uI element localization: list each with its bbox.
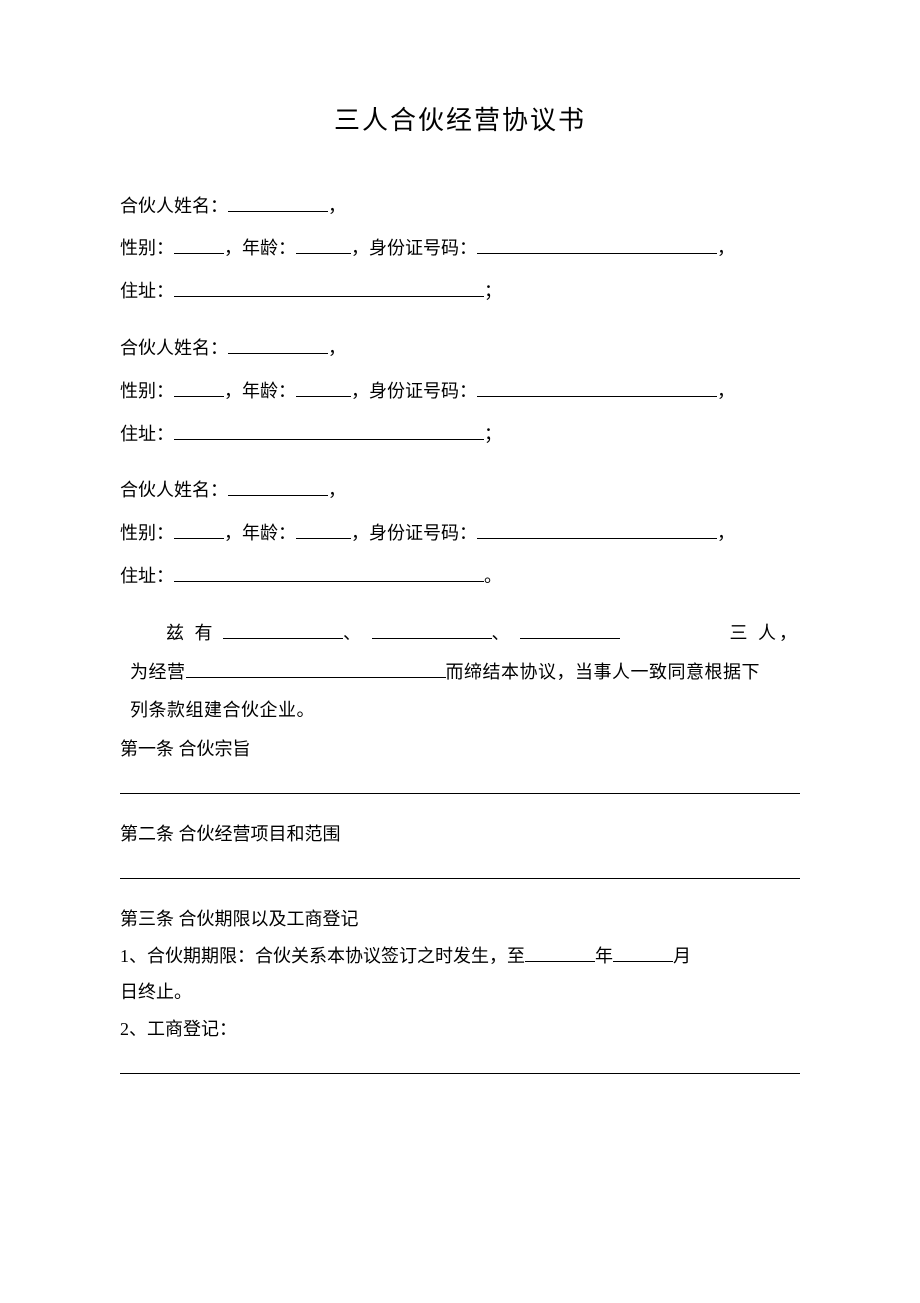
label-age: 年龄：: [242, 381, 296, 401]
partner1-detail-line: 性别：，年龄：，身份证号码：，: [120, 234, 800, 263]
label-name: 合伙人姓名：: [120, 480, 228, 500]
article-3-item-1-line-2: 日终止。: [120, 978, 800, 1007]
partner2-detail-line: 性别：，年龄：，身份证号码：，: [120, 377, 800, 406]
label-id: 身份证号码：: [369, 238, 477, 258]
label-address: 住址：: [120, 424, 174, 444]
intro-line2-suffix: 而缔结本协议，当事人一致同意根据下: [446, 662, 761, 682]
intro-prefix: 兹 有: [166, 619, 216, 648]
comma: ，: [717, 523, 735, 543]
blank-address-2: [174, 420, 484, 440]
article3-item1-prefix: 1、合伙期期限：合伙关系本协议签订之时发生，至: [120, 946, 525, 966]
blank-age-3: [296, 519, 351, 539]
partner3-detail-line: 性别：，年龄：，身份证号码：，: [120, 519, 800, 548]
blank-id-2: [477, 377, 717, 397]
intro-line-1: 兹 有 、 、 三 人，: [130, 619, 800, 648]
blank-person-3: [520, 619, 620, 639]
article-3-item-2: 2、工商登记：: [120, 1015, 800, 1044]
semicolon: ；: [484, 424, 502, 444]
comma: ，: [717, 238, 735, 258]
comma: ，: [328, 338, 346, 358]
dun: 、: [492, 619, 513, 648]
comma: ，: [224, 238, 242, 258]
comma: ，: [224, 523, 242, 543]
comma: ，: [351, 381, 369, 401]
intro-line3-text: 列条款组建合伙企业。: [130, 700, 315, 720]
comma: ，: [328, 480, 346, 500]
year-label: 年: [595, 946, 613, 966]
intro-line-3: 列条款组建合伙企业。: [130, 696, 800, 725]
label-address: 住址：: [120, 281, 174, 301]
label-gender: 性别：: [120, 381, 174, 401]
blank-gender-1: [174, 234, 224, 254]
partner1-name-line: 合伙人姓名： ，: [120, 192, 800, 221]
blank-address-1: [174, 277, 484, 297]
label-age: 年龄：: [242, 523, 296, 543]
document-title: 三人合伙经营协议书: [120, 100, 800, 142]
label-id: 身份证号码：: [369, 381, 477, 401]
article-1-heading: 第一条 合伙宗旨: [120, 735, 800, 764]
month-label: 月: [673, 946, 691, 966]
intro-paragraph: 兹 有 、 、 三 人， 为经营 而缔结本协议，当事人一致同意根据下 列条款组建合…: [120, 619, 800, 725]
blank-person-2: [372, 619, 492, 639]
blank-gender-2: [174, 377, 224, 397]
blank-id-3: [477, 519, 717, 539]
article-3-item-1-line-1: 1、合伙期期限：合伙关系本协议签订之时发生，至 年 月: [120, 942, 800, 971]
blank-id-1: [477, 234, 717, 254]
article-1-blank-line: [120, 772, 800, 794]
comma: ，: [351, 238, 369, 258]
dun: 、: [343, 619, 364, 648]
comma: ，: [717, 381, 735, 401]
article-2-heading: 第二条 合伙经营项目和范围: [120, 820, 800, 849]
comma: ，: [328, 196, 346, 216]
partner-block-3: 合伙人姓名：， 性别：，年龄：，身份证号码：， 住址：。: [120, 476, 800, 590]
label-address: 住址：: [120, 566, 174, 586]
partner2-address-line: 住址： ；: [120, 420, 800, 449]
label-gender: 性别：: [120, 523, 174, 543]
blank-age-2: [296, 377, 351, 397]
blank-name-2: [228, 334, 328, 354]
partner-block-1: 合伙人姓名：， 性别：，年龄：，身份证号码：， 住址：；: [120, 192, 800, 306]
blank-person-1: [223, 619, 343, 639]
article-3-blank-line: [120, 1052, 800, 1074]
blank-gender-3: [174, 519, 224, 539]
intro-suffix: 三 人，: [730, 619, 801, 648]
semicolon: ；: [484, 281, 502, 301]
blank-name-3: [228, 476, 328, 496]
label-name: 合伙人姓名：: [120, 338, 228, 358]
blank-address-3: [174, 562, 484, 582]
partner-block-2: 合伙人姓名：， 性别：，年龄：，身份证号码：， 住址：；: [120, 334, 800, 448]
label-gender: 性别：: [120, 238, 174, 258]
partner1-address-line: 住址： ；: [120, 277, 800, 306]
comma: ，: [224, 381, 242, 401]
blank-name-1: [228, 192, 328, 212]
label-id: 身份证号码：: [369, 523, 477, 543]
comma: ，: [351, 523, 369, 543]
blank-business: [186, 658, 446, 678]
blank-month: [613, 942, 673, 962]
intro-line-2: 为经营 而缔结本协议，当事人一致同意根据下: [130, 658, 800, 687]
partner3-address-line: 住址： 。: [120, 562, 800, 591]
label-age: 年龄：: [242, 238, 296, 258]
intro-line2-prefix: 为经营: [130, 662, 186, 682]
blank-year: [525, 942, 595, 962]
blank-age-1: [296, 234, 351, 254]
partner3-name-line: 合伙人姓名： ，: [120, 476, 800, 505]
label-name: 合伙人姓名：: [120, 196, 228, 216]
article-3-heading: 第三条 合伙期限以及工商登记: [120, 905, 800, 934]
article-2-blank-line: [120, 857, 800, 879]
partner2-name-line: 合伙人姓名： ，: [120, 334, 800, 363]
period: 。: [484, 566, 502, 586]
